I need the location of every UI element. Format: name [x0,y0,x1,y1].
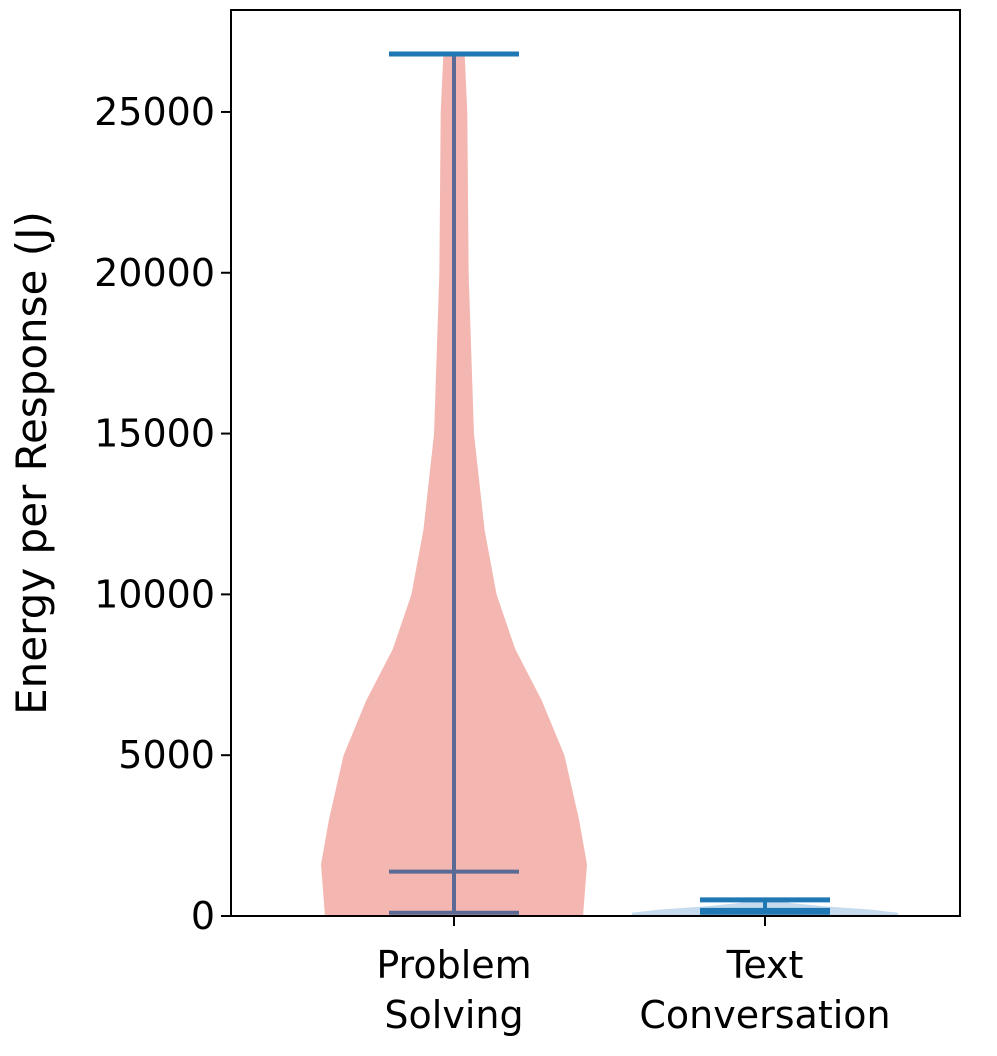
x-tick-label: Conversation [639,993,890,1037]
y-axis-label: Energy per Response (J) [7,211,56,715]
x-tick-label: Problem [376,943,531,987]
y-tick-label: 15000 [94,412,215,456]
plot-frame [230,9,961,917]
y-tick-label: 20000 [94,251,215,295]
y-tick-label: 0 [191,894,215,938]
y-tick-label: 5000 [118,733,215,777]
y-tick-label: 25000 [94,90,215,134]
x-tick-label: Solving [384,993,523,1037]
y-tick-label: 10000 [94,572,215,616]
x-tick-label: Text [726,943,804,987]
